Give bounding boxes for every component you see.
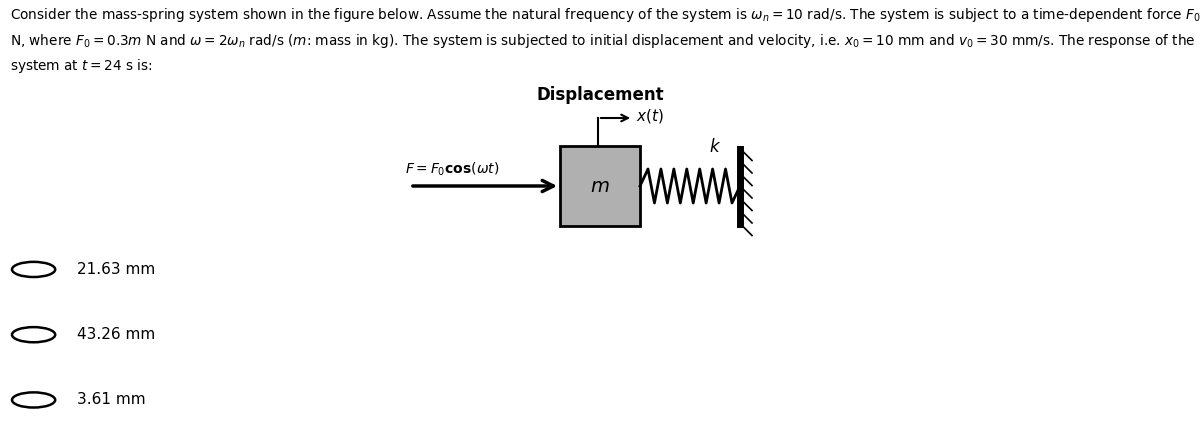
Text: N, where $F_0 = 0.3m$ N and $\omega = 2\omega_n$ rad/s ($m$: mass in kg). The sy: N, where $F_0 = 0.3m$ N and $\omega = 2\… [10, 32, 1195, 50]
Text: 43.26 mm: 43.26 mm [77, 327, 155, 342]
Text: $\mathbf{\mathit{m}}$: $\mathbf{\mathit{m}}$ [590, 176, 610, 195]
Text: $F = F_0\mathbf{cos}(\omega t)$: $F = F_0\mathbf{cos}(\omega t)$ [406, 160, 499, 178]
Text: 3.61 mm: 3.61 mm [77, 392, 145, 408]
Text: $x(t)$: $x(t)$ [636, 107, 664, 125]
Bar [560, 146, 640, 226]
Text: 21.63 mm: 21.63 mm [77, 262, 155, 277]
Text: Consider the mass-spring system shown in the figure below. Assume the natural fr: Consider the mass-spring system shown in… [10, 6, 1200, 24]
Text: system at $t = 24$ s is:: system at $t = 24$ s is: [10, 57, 152, 75]
Text: $k$: $k$ [709, 138, 721, 156]
Text: Displacement: Displacement [536, 86, 664, 104]
